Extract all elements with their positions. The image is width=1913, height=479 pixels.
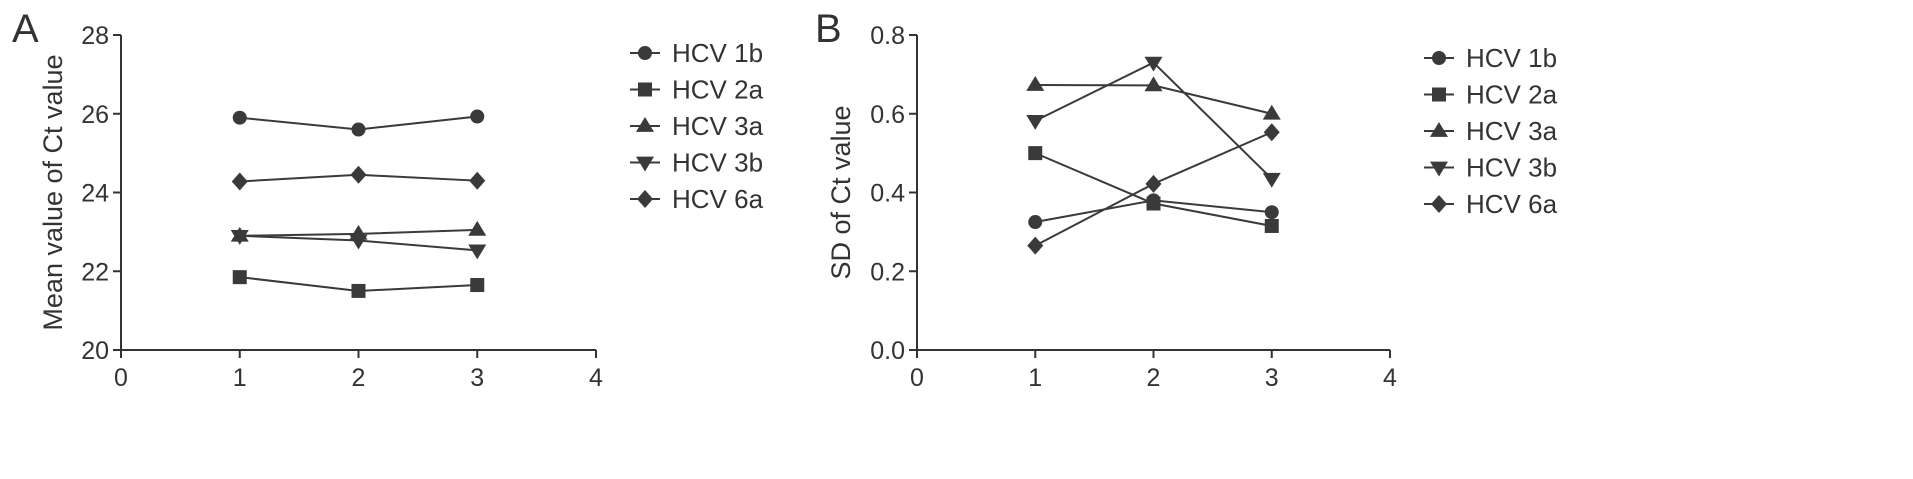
series-hcv-6a	[1027, 123, 1280, 255]
x-tick-label: 4	[589, 364, 603, 392]
data-point	[470, 278, 485, 293]
legend-marker	[636, 156, 654, 172]
data-point	[1262, 172, 1281, 188]
x-tick-label: 1	[1028, 364, 1042, 392]
data-point	[1264, 205, 1279, 220]
data-point	[349, 234, 368, 250]
legend-label: HCV 3a	[1466, 116, 1558, 146]
legend-label: HCV 1b	[672, 38, 763, 68]
legend-entry: HCV 6a	[1424, 189, 1558, 219]
data-point	[232, 270, 247, 285]
y-tick-label: 0.0	[870, 337, 905, 365]
data-point	[1026, 76, 1045, 91]
y-axis-title: SD of Ct value	[826, 105, 856, 279]
y-tick-label: 24	[81, 180, 109, 208]
legend-marker	[637, 190, 653, 208]
x-tick-label: 2	[1147, 364, 1161, 392]
x-tick-label: 3	[470, 364, 484, 392]
legend-entry: HCV 2a	[630, 75, 764, 105]
series-hcv-3b	[1026, 56, 1281, 188]
legend-entry: HCV 3a	[630, 111, 764, 141]
data-point	[232, 110, 247, 125]
x-tick-label: 3	[1265, 364, 1279, 392]
legend-marker	[1431, 195, 1447, 213]
x-tick-label: 0	[910, 364, 924, 392]
y-tick-label: 0.6	[870, 101, 905, 129]
data-point	[230, 229, 249, 245]
legend-label: HCV 6a	[1466, 189, 1558, 219]
data-point	[1144, 56, 1163, 72]
panel-a: A 20 22 24 26 28 0 1 2 3 4 Mean value of Ct value HC…	[12, 7, 764, 392]
x-tick-label: 2	[352, 364, 366, 392]
y-axis-title: Mean value of Ct value	[38, 54, 68, 330]
legend-label: HCV 2a	[672, 75, 764, 105]
series-hcv-2a	[232, 270, 485, 298]
legend-entry: HCV 1b	[630, 38, 763, 68]
y-tick-label: 20	[81, 337, 109, 365]
data-point	[1145, 174, 1162, 193]
y-tick-label: 0.8	[870, 22, 905, 50]
x-tick-label: 0	[114, 364, 128, 392]
data-point	[351, 122, 366, 137]
legend-marker	[1432, 87, 1446, 102]
legend-marker	[636, 117, 654, 132]
data-point	[1144, 76, 1163, 92]
legend-label: HCV 2a	[1466, 80, 1558, 110]
data-point	[469, 171, 486, 190]
legend-entry: HCV 3a	[1424, 116, 1558, 146]
legend-entry: HCV 2a	[1424, 80, 1558, 110]
data-point	[1146, 196, 1161, 211]
legend-label: HCV 3b	[672, 148, 763, 178]
y-tick-label: 0.4	[870, 180, 905, 208]
legend-label: HCV 6a	[672, 184, 764, 214]
series-hcv-3a	[1026, 76, 1281, 120]
series-hcv-1b	[232, 109, 485, 137]
legend-label: HCV 1b	[1466, 43, 1557, 73]
data-point	[1028, 215, 1043, 230]
panel-letter: A	[12, 7, 39, 51]
series-hcv-3b	[230, 229, 487, 260]
data-point	[350, 165, 367, 184]
legend-entry: HCV 1b	[1424, 43, 1557, 73]
panel-b: B 0.0 0.2 0.4 0.6 0.8 0 1 2 3 4 SD of Ct value HCV 1…	[815, 7, 1558, 392]
legend-marker	[638, 46, 652, 60]
data-point	[1264, 218, 1279, 233]
data-point	[1263, 123, 1280, 142]
x-tick-label: 4	[1383, 364, 1397, 392]
data-point	[1028, 146, 1043, 161]
legend-label: HCV 3b	[1466, 153, 1557, 183]
legend-marker	[1432, 51, 1446, 65]
legend-label: HCV 3a	[672, 111, 764, 141]
data-point	[1262, 104, 1281, 120]
data-point	[468, 244, 487, 260]
legend-entry: HCV 6a	[630, 184, 764, 214]
data-point	[468, 220, 487, 236]
data-point	[1027, 236, 1044, 255]
y-tick-label: 22	[81, 258, 109, 286]
data-point	[1026, 114, 1045, 130]
legend-marker	[1430, 161, 1448, 177]
legend-entry: HCV 3b	[630, 148, 763, 178]
legend-marker	[1430, 122, 1448, 137]
y-tick-label: 0.2	[870, 258, 905, 286]
y-tick-label: 26	[81, 101, 109, 129]
y-tick-label: 28	[81, 22, 109, 50]
data-point	[470, 109, 485, 124]
data-point	[351, 283, 366, 298]
data-point	[231, 172, 248, 191]
panel-letter: B	[815, 7, 842, 51]
legend-marker	[638, 82, 652, 97]
series-hcv-2a	[1028, 146, 1279, 233]
legend-entry: HCV 3b	[1424, 153, 1557, 183]
x-tick-label: 1	[233, 364, 247, 392]
series-hcv-6a	[231, 165, 486, 191]
